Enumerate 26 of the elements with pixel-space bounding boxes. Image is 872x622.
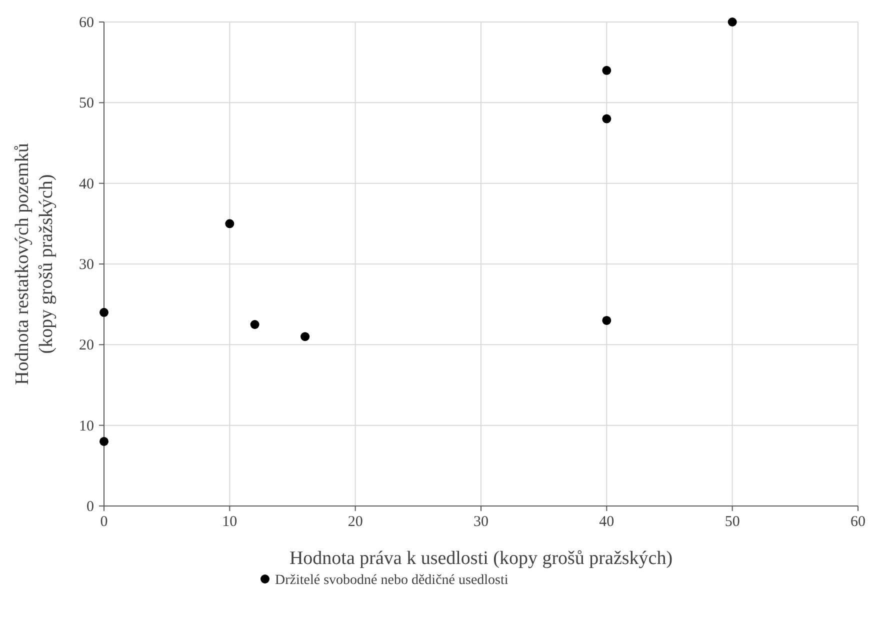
y-tick-label: 60 <box>79 15 94 31</box>
point <box>100 308 108 317</box>
point <box>250 320 260 329</box>
point <box>602 114 612 124</box>
y-tick-label: 10 <box>79 418 94 434</box>
point <box>225 219 234 228</box>
x-tick-label: 30 <box>474 514 488 530</box>
y-tick-label: 50 <box>79 96 94 112</box>
y-tick-label: 30 <box>79 257 94 273</box>
x-tick-label: 60 <box>850 514 866 530</box>
point <box>100 436 108 446</box>
point <box>300 332 310 342</box>
y-tick-label: 20 <box>79 338 94 354</box>
x-tick-label: 20 <box>348 514 363 530</box>
y-axis-title: Hodnota restatkových pozemků (kopy grošů pražských) <box>12 142 57 385</box>
point <box>602 316 612 325</box>
y-tick-label: 40 <box>79 176 94 192</box>
x-axis-title: Hodnota práva k usedlosti (kopy grošů pražských) <box>289 548 673 569</box>
x-tick-label: 50 <box>724 514 740 530</box>
x-tick-label: 40 <box>599 514 614 530</box>
y-tick-label: 0 <box>86 499 94 515</box>
point <box>728 18 737 26</box>
legend-label: Držitelé svobodné nebo dědičné usedlosti <box>275 573 508 588</box>
point <box>602 66 612 75</box>
x-tick-label: 10 <box>222 514 238 530</box>
x-tick-label: 0 <box>100 514 108 530</box>
